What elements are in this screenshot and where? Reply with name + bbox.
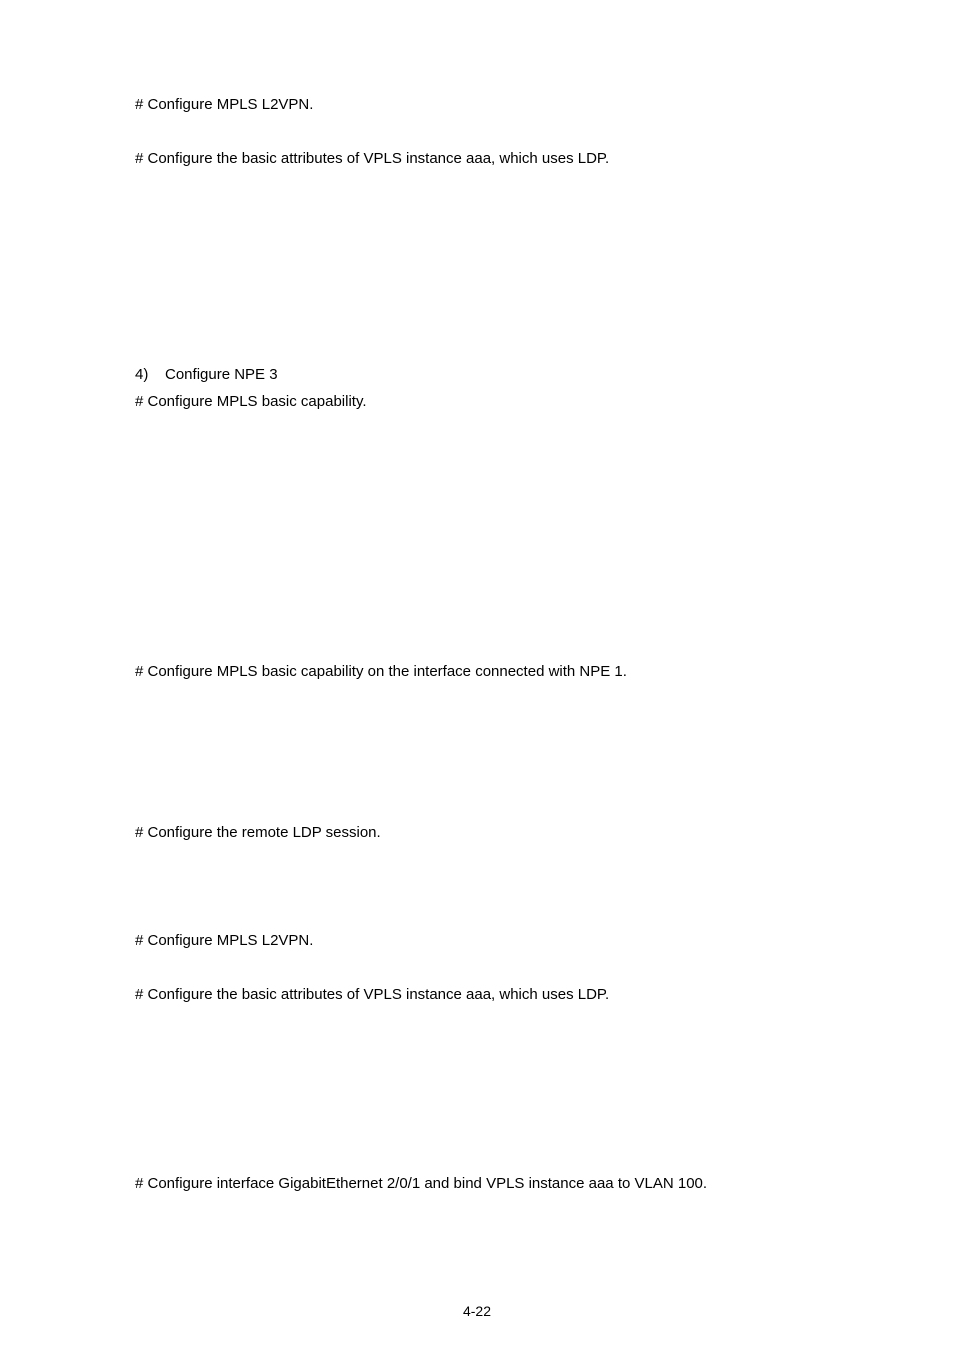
paragraph-text: # Configure MPLS L2VPN. — [135, 94, 819, 115]
paragraph-text: # Configure interface GigabitEthernet 2/… — [135, 1173, 819, 1194]
paragraph-text: # Configure the basic attributes of VPLS… — [135, 984, 819, 1005]
document-page: # Configure MPLS L2VPN. # Configure the … — [0, 0, 954, 1350]
paragraph-text: # Configure the basic attributes of VPLS… — [135, 148, 819, 169]
paragraph-text: # Configure the remote LDP session. — [135, 822, 819, 843]
page-number: 4-22 — [0, 1303, 954, 1319]
paragraph-text: # Configure MPLS basic capability on the… — [135, 661, 819, 682]
paragraph-text: 4) Configure NPE 3 — [135, 364, 819, 385]
paragraph-text: # Configure MPLS L2VPN. — [135, 930, 819, 951]
paragraph-text: # Configure MPLS basic capability. — [135, 391, 819, 412]
